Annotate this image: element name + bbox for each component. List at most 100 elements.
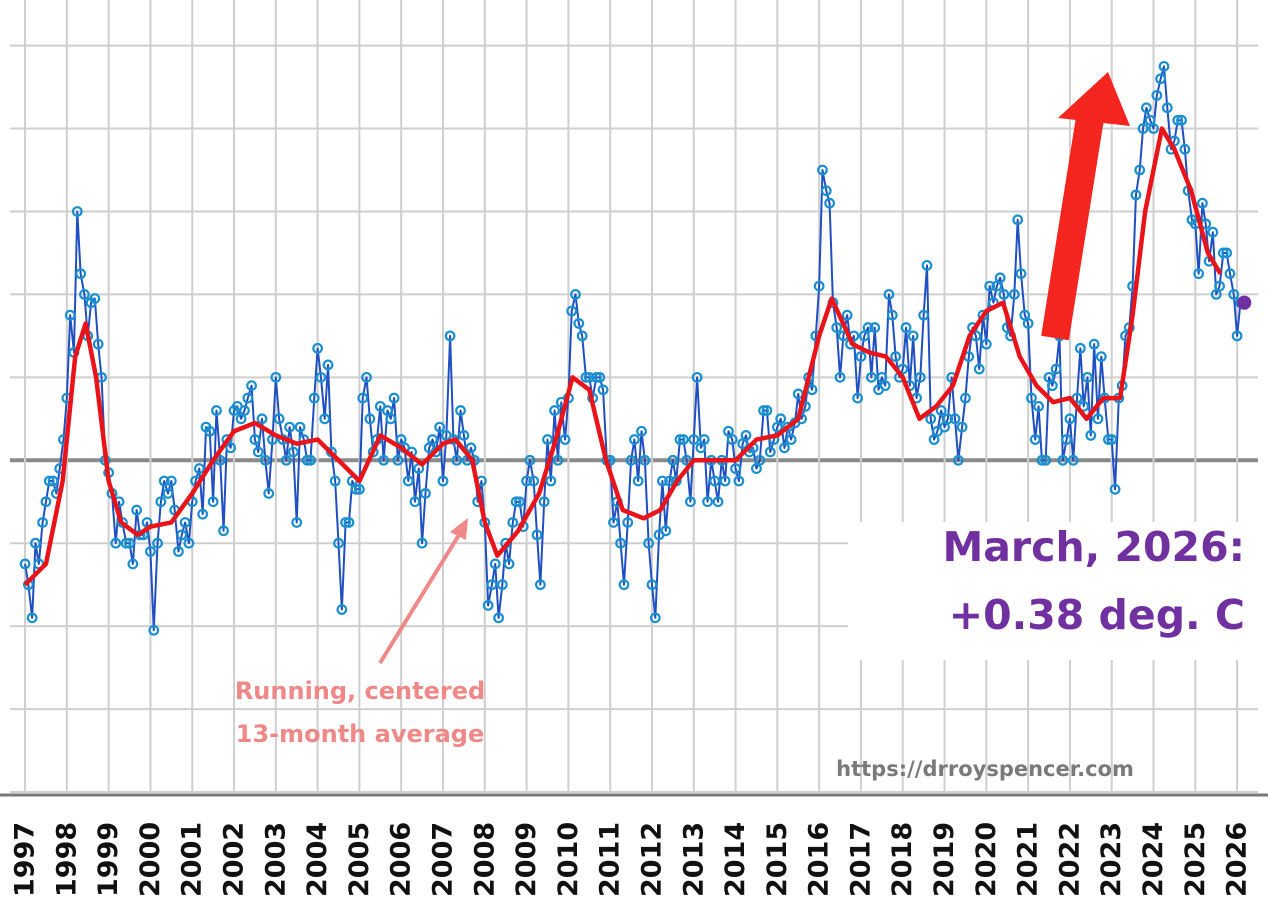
data-point — [451, 454, 463, 466]
data-point — [225, 442, 237, 454]
x-tick-label: 1999 — [93, 822, 124, 897]
data-point — [1151, 89, 1163, 101]
data-point — [566, 305, 578, 317]
data-point — [570, 289, 581, 300]
data-point — [960, 392, 971, 404]
data-point — [855, 351, 867, 363]
data-point — [1106, 434, 1118, 445]
data-point — [667, 454, 679, 466]
data-point — [1095, 351, 1107, 363]
x-tick-label: 2009 — [511, 822, 542, 897]
data-point — [521, 475, 532, 487]
data-point — [427, 434, 438, 445]
data-point — [78, 289, 90, 300]
data-point — [1067, 454, 1079, 466]
data-point — [918, 309, 930, 321]
data-point — [1015, 268, 1027, 280]
data-point — [120, 537, 132, 549]
data-point — [994, 272, 1006, 284]
data-point — [284, 421, 296, 433]
x-tick-label: 2021 — [1013, 822, 1044, 897]
data-point — [510, 496, 522, 508]
data-point — [37, 517, 49, 528]
data-point — [639, 454, 651, 466]
data-point — [89, 293, 101, 304]
data-point — [127, 558, 139, 570]
data-point — [26, 612, 38, 624]
data-point — [336, 604, 348, 615]
data-point — [942, 413, 954, 425]
data-point — [1022, 318, 1034, 329]
data-point — [636, 425, 647, 437]
data-point — [1214, 280, 1225, 292]
data-point — [625, 454, 637, 466]
x-tick-label: 2014 — [720, 822, 751, 897]
data-point — [1197, 197, 1208, 209]
data-point — [1057, 454, 1069, 466]
data-point — [1046, 380, 1058, 392]
data-point — [357, 392, 369, 404]
data-point — [1036, 454, 1048, 466]
x-tick-label: 2007 — [427, 822, 458, 897]
x-tick-label: 2002 — [219, 822, 250, 897]
data-point — [249, 434, 261, 445]
x-tick-label: 2003 — [260, 822, 291, 897]
data-point — [949, 413, 961, 425]
data-point — [643, 537, 655, 549]
x-tick-label: 2020 — [971, 822, 1002, 897]
data-point — [152, 537, 163, 549]
pointer-arrow — [378, 528, 464, 665]
data-point — [1224, 268, 1236, 280]
data-point — [388, 392, 400, 404]
data-point — [43, 475, 55, 487]
data-point — [1064, 413, 1076, 425]
data-point — [559, 434, 571, 445]
x-tick-label: 2000 — [135, 822, 166, 897]
data-point — [730, 463, 741, 474]
data-point — [538, 496, 550, 508]
data-point — [698, 434, 710, 445]
data-point — [273, 413, 285, 425]
annotation-box — [848, 522, 1258, 660]
data-point — [1088, 338, 1100, 350]
data-point — [984, 280, 996, 292]
data-point — [204, 425, 216, 437]
data-point — [952, 454, 964, 466]
data-point — [465, 442, 477, 454]
data-point — [364, 413, 376, 425]
annotation: March, 2026: — [942, 523, 1245, 571]
data-point — [1231, 330, 1243, 342]
annotation: 13-month average — [236, 720, 484, 748]
data-point — [124, 537, 135, 549]
data-point — [207, 496, 219, 508]
x-tick-label: 2017 — [845, 822, 876, 897]
data-point — [834, 371, 846, 383]
trend-arrow — [1041, 115, 1104, 341]
data-point — [545, 475, 557, 487]
data-point — [1130, 189, 1142, 201]
data-point — [691, 371, 703, 383]
data-point — [1221, 247, 1233, 259]
data-point — [294, 421, 306, 433]
data-point — [211, 405, 222, 416]
x-tick-label: 1997 — [10, 822, 41, 897]
data-point — [329, 475, 341, 487]
data-point — [890, 351, 902, 363]
data-point — [409, 496, 421, 508]
data-point — [858, 330, 870, 342]
data-point — [416, 537, 428, 549]
data-point — [597, 384, 609, 396]
data-point — [779, 442, 790, 454]
data-point — [1148, 123, 1159, 134]
data-point — [542, 434, 553, 445]
x-tick-label: 2008 — [469, 822, 500, 897]
data-point — [214, 454, 226, 466]
data-point — [287, 446, 299, 458]
data-point — [576, 330, 588, 342]
data-point — [1109, 483, 1121, 495]
x-tick-label: 2012 — [636, 822, 667, 897]
data-point — [1193, 268, 1205, 280]
data-point — [646, 579, 658, 591]
data-point — [1134, 164, 1146, 176]
